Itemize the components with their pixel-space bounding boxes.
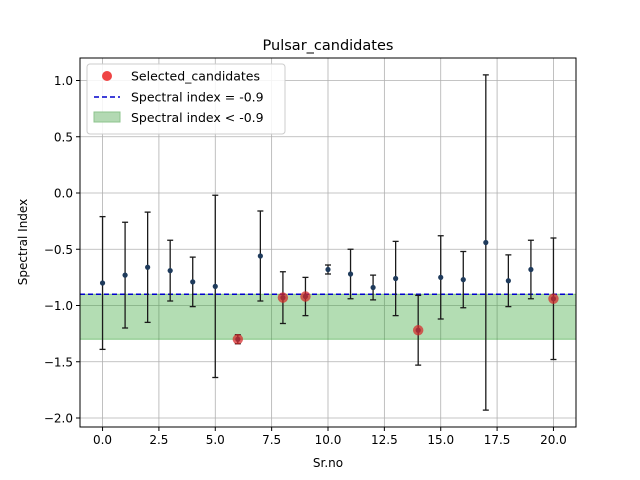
legend: Selected_candidates Spectral index = -0.… bbox=[86, 63, 286, 135]
y-axis-ticks: −2.0 −1.5 −1.0 −0.5 0.0 0.5 1.0 bbox=[44, 74, 80, 426]
data-point bbox=[528, 266, 534, 273]
x-tick-label: 0.0 bbox=[93, 433, 112, 447]
data-point bbox=[483, 239, 489, 246]
y-tick-label: 0.0 bbox=[54, 187, 73, 201]
data-point bbox=[438, 274, 444, 280]
band-layer bbox=[79, 293, 577, 340]
y-tick-label: −1.0 bbox=[44, 299, 73, 313]
selected-layer bbox=[232, 291, 559, 345]
x-tick-label: 5.0 bbox=[206, 433, 225, 447]
data-point bbox=[393, 275, 399, 282]
selected-candidate-point bbox=[232, 334, 244, 345]
legend-marker-selected bbox=[102, 71, 112, 81]
selected-candidate-point bbox=[548, 293, 559, 304]
threshold-band bbox=[79, 293, 577, 340]
data-point bbox=[325, 266, 331, 273]
x-axis-label: Sr.no bbox=[313, 456, 343, 470]
y-tick-label: −1.5 bbox=[44, 355, 73, 369]
data-point bbox=[370, 284, 376, 291]
data-point bbox=[505, 278, 511, 284]
x-tick-label: 2.5 bbox=[149, 433, 168, 447]
data-point bbox=[347, 271, 354, 277]
x-tick-label: 12.5 bbox=[371, 433, 398, 447]
y-tick-label: −2.0 bbox=[44, 412, 73, 426]
legend-box bbox=[86, 63, 286, 135]
selected-candidate-point bbox=[277, 292, 289, 303]
data-point bbox=[460, 277, 466, 283]
data-point bbox=[167, 268, 173, 274]
legend-label-hline: Spectral index = -0.9 bbox=[131, 90, 264, 105]
data-point bbox=[145, 264, 151, 270]
legend-marker-band bbox=[93, 111, 121, 123]
selected-candidate-point bbox=[300, 291, 311, 302]
data-point bbox=[99, 280, 106, 286]
chart-title: Pulsar_candidates bbox=[263, 38, 394, 54]
x-tick-label: 17.5 bbox=[484, 433, 511, 447]
x-axis-ticks: 0.0 2.5 5.0 7.5 10.0 12.5 15.0 17.5 20.0 bbox=[93, 427, 567, 447]
y-axis-label: Spectral Index bbox=[16, 199, 30, 285]
x-tick-label: 7.5 bbox=[262, 433, 281, 447]
data-point bbox=[190, 279, 196, 285]
data-point bbox=[212, 283, 218, 289]
legend-label-selected: Selected_candidates bbox=[131, 69, 260, 84]
x-tick-label: 15.0 bbox=[427, 433, 454, 447]
x-tick-label: 10.0 bbox=[315, 433, 342, 447]
y-tick-label: 1.0 bbox=[54, 74, 73, 88]
data-point bbox=[257, 253, 263, 259]
legend-label-band: Spectral index < -0.9 bbox=[131, 110, 264, 125]
selected-candidate-point bbox=[412, 325, 424, 336]
x-tick-label: 20.0 bbox=[540, 433, 567, 447]
data-point bbox=[122, 272, 128, 278]
y-tick-label: 0.5 bbox=[54, 130, 73, 144]
y-tick-label: −0.5 bbox=[44, 243, 73, 257]
